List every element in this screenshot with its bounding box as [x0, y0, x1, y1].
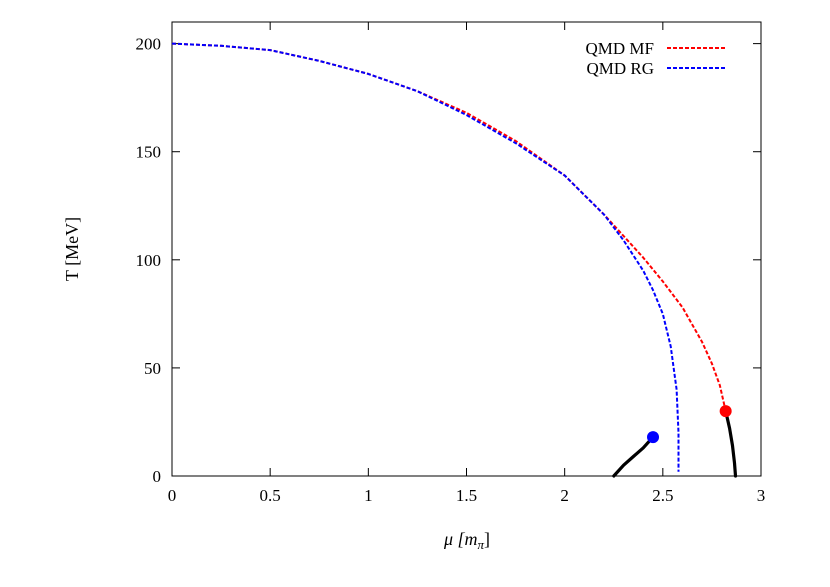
axis-ticks [171, 22, 762, 477]
y-axis-label: T [MeV] [62, 217, 82, 281]
x-tick-label: 1 [364, 486, 373, 505]
y-tick-label: 200 [136, 35, 162, 54]
axis-tick-labels: 0 0.5 1 1.5 2 2.5 3 0 50 100 150 200 [136, 35, 766, 505]
plot-area [171, 21, 762, 477]
x-axis-label: μ [mπ] [443, 529, 490, 552]
series-layer [171, 42, 738, 478]
y-tick-label: 0 [153, 467, 162, 486]
y-tick-label: 150 [136, 143, 162, 162]
y-tick-label: 100 [136, 251, 162, 270]
x-axis-label-subscript: π [478, 537, 485, 552]
legend-label: QMD RG [586, 59, 654, 78]
x-axis-label-close: ] [484, 529, 490, 549]
critical-points-layer [647, 405, 732, 444]
x-tick-label: 0 [168, 486, 177, 505]
critical-point-0 [647, 431, 660, 444]
x-tick-label: 1.5 [456, 486, 477, 505]
x-tick-label: 2 [560, 486, 569, 505]
first-order-line-2 [612, 435, 655, 478]
y-tick-label: 50 [144, 359, 161, 378]
first-order-line-3 [724, 409, 738, 478]
x-tick-label: 3 [757, 486, 766, 505]
x-axis-label-main: μ [m [443, 529, 478, 549]
x-tick-label: 2.5 [652, 486, 673, 505]
critical-point-1 [719, 405, 732, 418]
series-qmd-mf [171, 42, 727, 412]
series-qmd-rg [171, 42, 680, 472]
x-tick-label: 0.5 [260, 486, 281, 505]
plot-frame [171, 21, 762, 477]
legend-label: QMD MF [586, 39, 655, 58]
